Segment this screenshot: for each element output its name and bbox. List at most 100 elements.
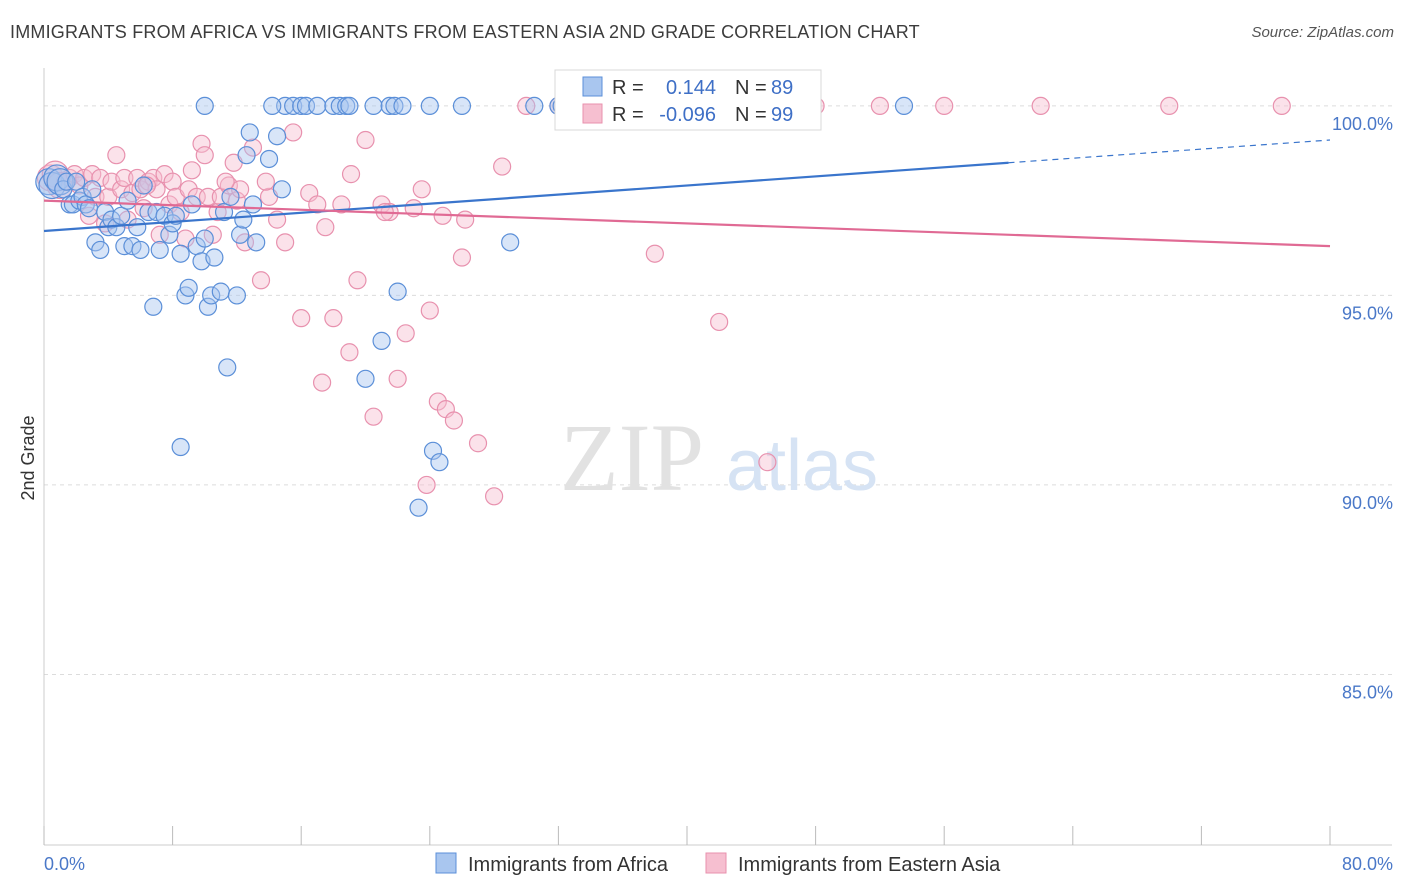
africa-point-75 <box>452 96 472 116</box>
asia-point-83 <box>758 453 777 472</box>
africa-point-53 <box>240 123 259 142</box>
asia-point-51 <box>276 233 295 252</box>
asia-point-36 <box>192 134 211 153</box>
y-tick-labels: 100.0% 95.0% 90.0% 85.0% <box>1332 114 1393 703</box>
africa-point-82 <box>372 331 391 350</box>
axes <box>43 68 1392 846</box>
legend-africa-swatch <box>435 852 457 874</box>
stats-asia-r-label: R = <box>612 104 644 126</box>
africa-point-35 <box>171 244 190 263</box>
africa-point-15 <box>91 240 110 260</box>
asia-point-55 <box>308 195 327 214</box>
asia-point-75 <box>485 487 504 506</box>
africa-point-32 <box>160 225 179 244</box>
africa-point-55 <box>247 233 266 252</box>
africa-point-43 <box>202 286 221 305</box>
asia-point-72 <box>444 411 464 430</box>
africa-point-24 <box>128 218 147 237</box>
asia-point-24 <box>144 168 163 188</box>
africa-point-57 <box>267 127 287 146</box>
asia-point-56 <box>316 218 335 237</box>
asia-point-80 <box>645 244 664 263</box>
zipatlas-watermark: ZIP atlas <box>560 404 878 511</box>
chart-title: IMMIGRANTS FROM AFRICA VS IMMIGRANTS FRO… <box>10 22 920 42</box>
x-tick-label-0: 0.0% <box>44 854 85 874</box>
y-tick-label-2: 90.0% <box>1342 493 1393 513</box>
legend-asia-swatch <box>705 852 727 874</box>
legend-asia-label: Immigrants from Eastern Asia <box>738 854 1001 876</box>
y-tick-label-1: 95.0% <box>1342 303 1393 323</box>
africa-point-50 <box>231 225 250 244</box>
asia-point-15 <box>107 146 126 165</box>
africa-point-22 <box>118 191 137 210</box>
asia-point-92 <box>456 210 475 229</box>
africa-point-58 <box>272 180 292 199</box>
asia-point-65 <box>388 369 407 388</box>
legend: Immigrants from Africa Immigrants from E… <box>435 852 1001 876</box>
stats-africa-n-value: 89 <box>771 77 793 99</box>
y-axis-label: 2nd Grade <box>18 415 38 500</box>
africa-point-54 <box>243 195 263 214</box>
legend-africa-label: Immigrants from Africa <box>468 854 669 876</box>
africa-point-69 <box>340 96 359 116</box>
africa-point-87 <box>409 498 428 517</box>
africa-point-64 <box>263 96 282 116</box>
asia-point-69 <box>420 301 439 320</box>
stats-asia-swatch <box>582 103 603 124</box>
y-tick-label-3: 85.0% <box>1342 682 1393 702</box>
africa-point-8 <box>67 172 86 191</box>
asia-point-26 <box>150 225 169 244</box>
africa-point-81 <box>894 96 914 116</box>
africa-point-83 <box>356 369 375 388</box>
africa-trend-extension <box>1008 139 1331 164</box>
africa-point-25 <box>131 240 150 260</box>
asia-point-53 <box>292 309 311 328</box>
asia-point-90 <box>312 373 332 392</box>
africa-point-63 <box>195 96 214 116</box>
x-tick-labels: 0.0% 80.0% <box>44 854 1393 874</box>
africa-point-67 <box>330 96 349 116</box>
asia-point-68 <box>412 180 431 199</box>
africa-point-49 <box>227 286 246 305</box>
africa-point-86 <box>430 453 449 472</box>
africa-point-34 <box>166 206 185 225</box>
stats-box: R = 0.144 N = 89 R = -0.096 N = 99 <box>554 69 822 131</box>
asia-point-45 <box>231 180 250 199</box>
stats-africa-swatch <box>582 76 603 97</box>
africa-point-73 <box>393 96 412 116</box>
y-tick-label-0: 100.0% <box>1332 114 1393 134</box>
asia-point-82 <box>710 312 729 332</box>
africa-point-13 <box>83 180 102 199</box>
asia-point-95 <box>256 172 275 191</box>
asia-point-76 <box>493 157 512 176</box>
africa-point-51 <box>234 210 253 229</box>
asia-point-61 <box>356 130 375 150</box>
africa-point-89 <box>171 437 190 457</box>
stats-asia-n-label: N = <box>735 104 767 126</box>
africa-point-88 <box>501 233 520 252</box>
trend-lines <box>43 139 1331 248</box>
africa-point-37 <box>179 278 198 297</box>
asia-point-66 <box>396 324 415 343</box>
africa-point-76 <box>525 96 544 116</box>
asia-point-60 <box>348 271 367 290</box>
asia-point-59 <box>340 343 359 362</box>
asia-point-48 <box>251 271 271 290</box>
watermark-zip: ZIP <box>560 404 704 511</box>
africa-point-56 <box>259 149 279 169</box>
asia-point-62 <box>364 407 383 426</box>
africa-point-65 <box>308 96 327 116</box>
asia-point-37 <box>195 146 214 165</box>
africa-point-5 <box>57 172 76 191</box>
africa-point-45 <box>211 282 230 301</box>
africa-point-30 <box>150 240 169 260</box>
africa-point-52 <box>237 146 256 165</box>
asia-point-34 <box>182 161 201 180</box>
africa-point-2 <box>43 164 71 192</box>
africa-point-42 <box>198 297 218 316</box>
watermark-atlas: atlas <box>726 426 878 506</box>
asia-point-47 <box>243 138 263 157</box>
africa-point-47 <box>218 358 237 377</box>
asia-point-89 <box>1272 96 1291 116</box>
